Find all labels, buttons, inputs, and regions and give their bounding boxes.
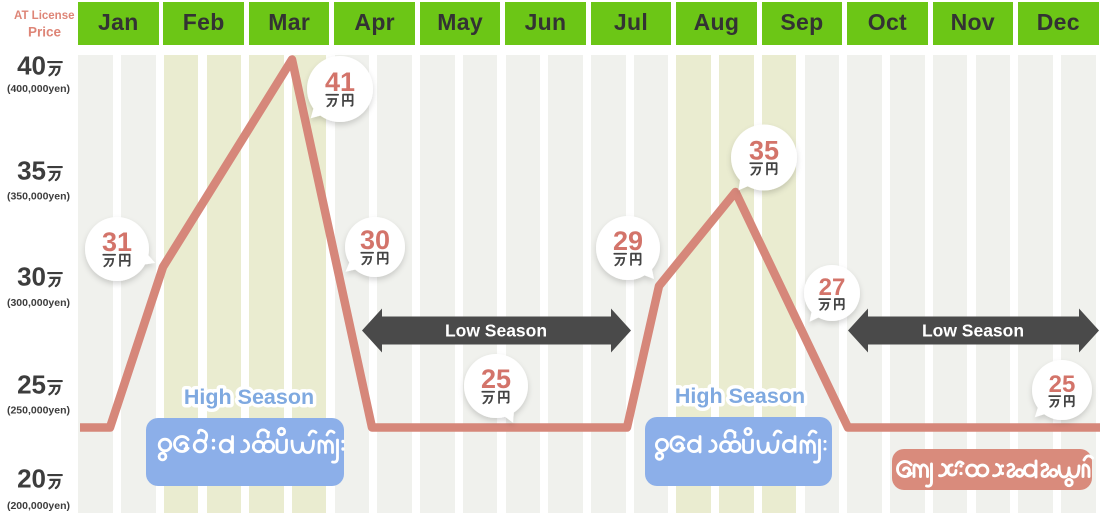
svg-text:High Season: High Season xyxy=(675,384,805,408)
svg-text:High Season: High Season xyxy=(184,385,314,409)
svg-text:(350,000yen): (350,000yen) xyxy=(7,190,70,202)
svg-text:(200,000yen): (200,000yen) xyxy=(7,500,70,512)
svg-text:AT License: AT License xyxy=(14,10,75,22)
svg-text:27: 27 xyxy=(819,274,846,301)
svg-text:(250,000yen): (250,000yen) xyxy=(7,404,70,416)
svg-text:Price: Price xyxy=(28,25,62,40)
svg-text:Low Season: Low Season xyxy=(445,321,547,341)
svg-text:30: 30 xyxy=(360,225,390,255)
svg-text:25: 25 xyxy=(1049,371,1076,398)
svg-text:(300,000yen): (300,000yen) xyxy=(7,297,70,309)
svg-text:Low Season: Low Season xyxy=(922,321,1024,341)
svg-text:25: 25 xyxy=(17,370,46,400)
svg-text:41: 41 xyxy=(325,67,355,97)
svg-text:20: 20 xyxy=(17,464,46,494)
svg-text:35: 35 xyxy=(17,156,46,186)
svg-text:40: 40 xyxy=(17,51,46,81)
svg-text:31: 31 xyxy=(102,227,132,257)
svg-text:(400,000yen): (400,000yen) xyxy=(7,83,70,95)
svg-text:35: 35 xyxy=(749,136,779,166)
svg-text:29: 29 xyxy=(613,226,643,256)
svg-text:30: 30 xyxy=(17,262,46,292)
svg-text:25: 25 xyxy=(481,364,511,394)
